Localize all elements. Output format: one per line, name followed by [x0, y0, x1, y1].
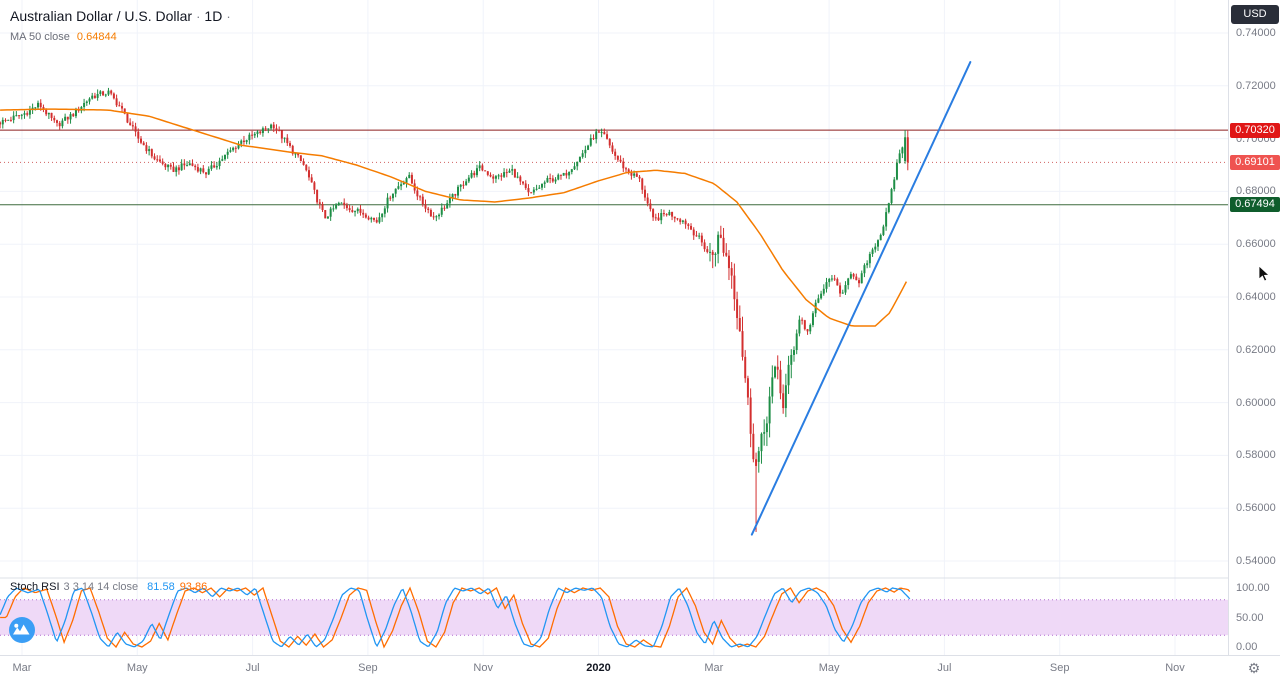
price-tick-label: 0.60000 — [1236, 396, 1276, 409]
ma-legend-label: MA 50 close — [10, 31, 70, 43]
stoch-k-value: 81.58 — [147, 581, 175, 593]
time-tick-label: Jul — [245, 662, 260, 674]
stoch-d-value: 93.86 — [179, 581, 208, 593]
time-tick-label: May — [818, 662, 840, 674]
stoch-k-line — [0, 587, 911, 648]
last-price-badge[interactable]: 0.69101 — [1230, 154, 1280, 170]
mouse-cursor — [1258, 266, 1270, 282]
stoch-rsi-params: 3 3 14 14 close — [63, 581, 139, 593]
price-level-badge[interactable]: 0.67494 — [1230, 197, 1280, 213]
stoch-tick-label: 50.00 — [1236, 611, 1264, 624]
price-tick-label: 0.72000 — [1236, 79, 1276, 92]
price-tick-label: 0.74000 — [1236, 27, 1276, 39]
price-tick-label: 0.56000 — [1236, 502, 1276, 515]
price-level-lines[interactable] — [0, 129, 1228, 206]
stoch-band — [0, 599, 1228, 636]
time-tick-label: Mar — [12, 662, 32, 674]
stoch-d-line — [0, 586, 911, 649]
time-tick-label: Nov — [473, 662, 493, 674]
chart-legend: Australian Dollar / U.S. Dollar · 1D · MA 5… — [10, 8, 235, 43]
tradingview-logo[interactable] — [8, 616, 36, 644]
price-tick-label: 0.66000 — [1236, 238, 1276, 251]
price-tick-label: 0.64000 — [1236, 291, 1276, 303]
currency-badge[interactable]: USD — [1231, 5, 1279, 24]
settings-gear-icon[interactable]: ⚙ — [1247, 660, 1261, 676]
interval-label[interactable]: 1D — [204, 8, 223, 24]
candlestick-series — [0, 87, 909, 532]
price-tick-label: 0.58000 — [1236, 449, 1276, 462]
time-tick-label: Jul — [937, 662, 952, 674]
ma50-line[interactable] — [0, 108, 908, 327]
price-level-badge[interactable]: 0.70320 — [1230, 122, 1280, 138]
title-separator-dot: · — [196, 9, 201, 24]
ma-legend-row[interactable]: MA 50 close 0.64844 — [10, 31, 235, 43]
time-tick-year-label: 2020 — [586, 662, 611, 674]
stoch-rsi-label: Stoch RSI — [10, 581, 60, 593]
stoch-tick-label: 0.00 — [1236, 641, 1258, 653]
symbol-title-row[interactable]: Australian Dollar / U.S. Dollar · 1D · — [10, 8, 235, 24]
stoch-tick-label: 100.00 — [1236, 582, 1270, 594]
time-axis[interactable]: Mar May Jul Sep Nov 2020 Mar May Jul Sep Nov — [0, 655, 1228, 681]
time-tick-label: Nov — [1165, 662, 1185, 674]
symbol-name[interactable]: Australian Dollar / U.S. Dollar — [10, 8, 193, 24]
time-tick-label: May — [126, 662, 148, 674]
price-tick-label: 0.68000 — [1236, 185, 1276, 198]
price-axis[interactable]: USD 0.70320 0.69101 0.67494 0.74000 0.720… — [1228, 0, 1280, 680]
price-tick-label: 0.54000 — [1236, 555, 1276, 567]
axis-settings-corner[interactable]: ⚙ — [1228, 655, 1280, 681]
stoch-rsi-legend-row[interactable]: Stoch RSI 3 3 14 14 close 81.58 93.86 — [10, 581, 207, 593]
grid-lines — [0, 0, 1228, 655]
tradingview-logo-icon — [9, 617, 35, 643]
time-tick-label: Sep — [1049, 662, 1070, 674]
trendline-drawing[interactable] — [750, 61, 972, 536]
time-tick-label: Sep — [358, 662, 378, 674]
ma-legend-value: 0.64844 — [76, 31, 117, 43]
title-trailing-dot: · — [226, 9, 231, 24]
price-tick-label: 0.62000 — [1236, 343, 1276, 356]
time-tick-label: Mar — [704, 662, 724, 674]
